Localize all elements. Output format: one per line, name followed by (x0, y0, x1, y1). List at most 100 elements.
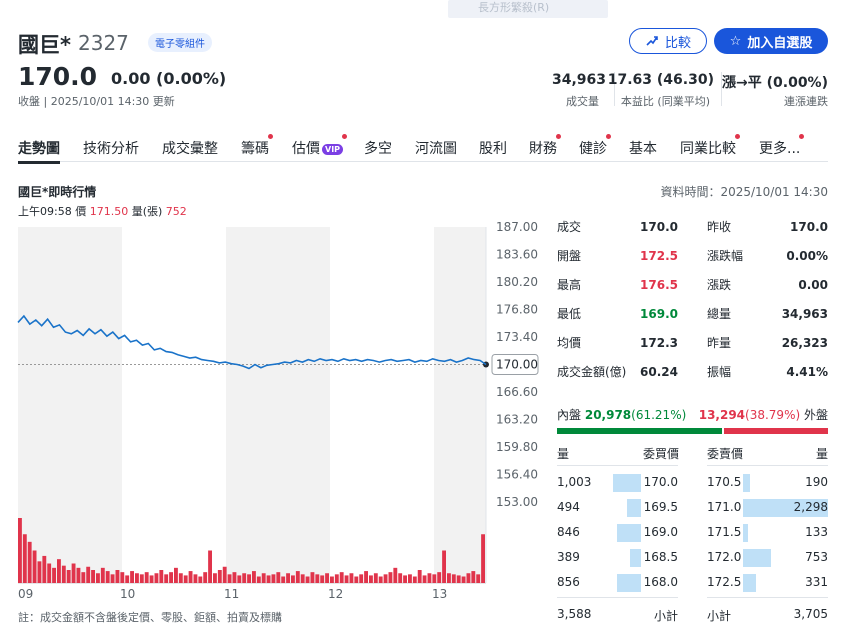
volume-bar (442, 550, 446, 583)
quote-label: 成交金額(億) (557, 365, 627, 379)
quote-label: 最低 (557, 307, 582, 321)
tab-5[interactable]: 多空 (364, 138, 392, 158)
volume-bar (159, 570, 164, 583)
ask-volume: 2,298 (793, 500, 828, 514)
volume-bar (37, 561, 42, 583)
stat-volume: 34,963 (551, 72, 606, 88)
quote-label: 昨收 (707, 220, 732, 234)
volume-bar (183, 575, 188, 583)
x-tick-label: 12 (328, 587, 343, 601)
bid-volume: 1,003 (557, 475, 592, 489)
ob-header-ask: 委賣價 (707, 447, 744, 461)
quote-row: 昨量 26,323 (707, 328, 828, 357)
quote-value: 26,323 (781, 335, 828, 350)
outer-bar (723, 428, 828, 434)
tab-bar: 走勢圖 技術分析 成交彙整 籌碼 估價 VIP 多空 河流圖 股利 財務 健診 基本 同業比較 更多... (18, 130, 828, 164)
tab-6[interactable]: 河流圖 (415, 138, 457, 158)
volume-bar (125, 575, 130, 583)
current-price: 170.0 (18, 62, 98, 91)
volume-bar (271, 574, 276, 583)
industry-tag[interactable]: 電子零組件 (148, 33, 212, 52)
tab-10[interactable]: 基本 (629, 138, 657, 158)
tab-7[interactable]: 股利 (479, 138, 507, 158)
volume-bar (359, 574, 364, 583)
volume-bar (100, 567, 105, 583)
section-title: 國巨*即時行情 (18, 185, 97, 199)
volume-bar (242, 573, 247, 583)
divider (557, 597, 678, 598)
quote-row: 總量 34,963 (707, 299, 828, 328)
volume-bar (66, 570, 71, 583)
volume-bar (349, 573, 354, 583)
hover-vol: 752 (165, 205, 187, 218)
quote-label: 均價 (557, 336, 582, 350)
intraday-chart[interactable]: 187.00 183.60 180.20 176.80 173.40 166.60 163.… (0, 215, 545, 605)
stock-code: 2327 (78, 31, 129, 55)
bid-price: 170.0 (643, 475, 678, 489)
volume-bar (52, 567, 56, 583)
notification-dot (556, 134, 561, 139)
y-tick-label: 163.20 (496, 413, 538, 427)
tab-12[interactable]: 更多... (759, 134, 805, 158)
volume-bar (378, 576, 383, 583)
footer-note: 註：成交金額不含盤後定價、零股、鉅額、拍賣及標購 (18, 611, 282, 624)
x-tick-label: 11 (224, 587, 239, 601)
volume-bar (18, 518, 22, 583)
tab-11[interactable]: 同業比較 (680, 134, 740, 158)
tab-3[interactable]: 籌碼 (241, 134, 273, 158)
compare-button[interactable]: 比較 (629, 28, 707, 54)
tab-1[interactable]: 技術分析 (83, 138, 139, 158)
quote-row: 最高 176.5 (557, 270, 678, 299)
divider (614, 72, 615, 106)
volume-bar (461, 576, 466, 583)
volume-bar (252, 571, 256, 583)
volume-bar (354, 576, 359, 583)
volume-bar (320, 575, 325, 583)
quote-value: 172.5 (640, 248, 678, 263)
volume-bar (281, 576, 286, 583)
volume-bar (305, 576, 310, 583)
tab-0[interactable]: 走勢圖 (18, 138, 60, 164)
bid-price: 169.0 (643, 525, 678, 539)
stat-pe-label: 本益比 (同業平均) (620, 95, 710, 108)
quote-value: 0.00% (786, 248, 828, 263)
volume-bar (476, 574, 481, 583)
stat-streak-label: 連漲連跌 (784, 95, 828, 108)
volume-bar (422, 575, 427, 583)
volume-bar (217, 570, 222, 583)
tab-label: 籌碼 (241, 141, 269, 157)
ask-price: 171.5 (707, 525, 742, 539)
volume-bar (266, 575, 271, 583)
tab-label: 技術分析 (83, 141, 139, 157)
stock-name: 國巨* (18, 33, 71, 57)
tab-9[interactable]: 健診 (579, 134, 611, 158)
volume-bar (256, 576, 261, 583)
ask-depth-bar (743, 574, 756, 592)
ask-price: 170.5 (707, 475, 742, 489)
bid-volume: 494 (557, 500, 580, 514)
tab-2[interactable]: 成交彙整 (162, 138, 218, 158)
star-icon: ☆ (729, 33, 742, 49)
volume-bar (71, 563, 76, 583)
hover-info: 上午09:58 價 171.50 量(張) 752 (18, 203, 187, 219)
add-watchlist-button[interactable]: ☆ 加入自選股 (714, 28, 828, 54)
volume-bar (408, 574, 412, 583)
quote-label: 總量 (707, 307, 732, 321)
tab-4[interactable]: 估價 VIP (292, 134, 348, 158)
tab-8[interactable]: 財務 (529, 134, 561, 158)
volume-bar (27, 541, 32, 583)
tab-label: 財務 (529, 141, 557, 157)
volume-bar (330, 576, 334, 583)
tab-label: 河流圖 (415, 141, 457, 157)
ask-volume: 190 (805, 475, 828, 489)
order-book: 量 委買價 委賣價 量 1,003 170.0 170.5 190 494 169.5 171.0 2… (557, 445, 828, 625)
volume-bar (76, 567, 81, 583)
watch-label: 加入自選股 (747, 35, 813, 51)
hover-time: 上午09:58 (18, 205, 72, 218)
bid-depth-bar (617, 524, 641, 542)
tab-label: 健診 (579, 141, 607, 157)
y-tick-label: 156.40 (496, 468, 538, 482)
tab-label: 基本 (629, 141, 657, 157)
ask-depth-bar (743, 499, 828, 517)
ask-price: 171.0 (707, 500, 742, 514)
